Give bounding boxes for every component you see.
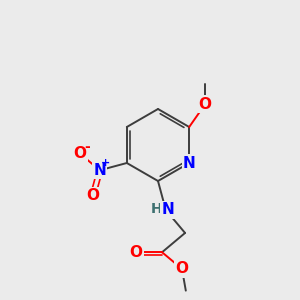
Text: -: - (84, 140, 90, 154)
Text: O: O (74, 146, 86, 161)
Text: N: N (93, 163, 106, 178)
Text: +: + (101, 158, 110, 168)
Text: O: O (130, 245, 142, 260)
Text: O: O (176, 262, 188, 277)
Text: N: N (183, 155, 196, 170)
Text: O: O (86, 188, 100, 203)
Text: H: H (151, 202, 163, 216)
Text: N: N (161, 202, 174, 217)
Text: O: O (199, 97, 212, 112)
